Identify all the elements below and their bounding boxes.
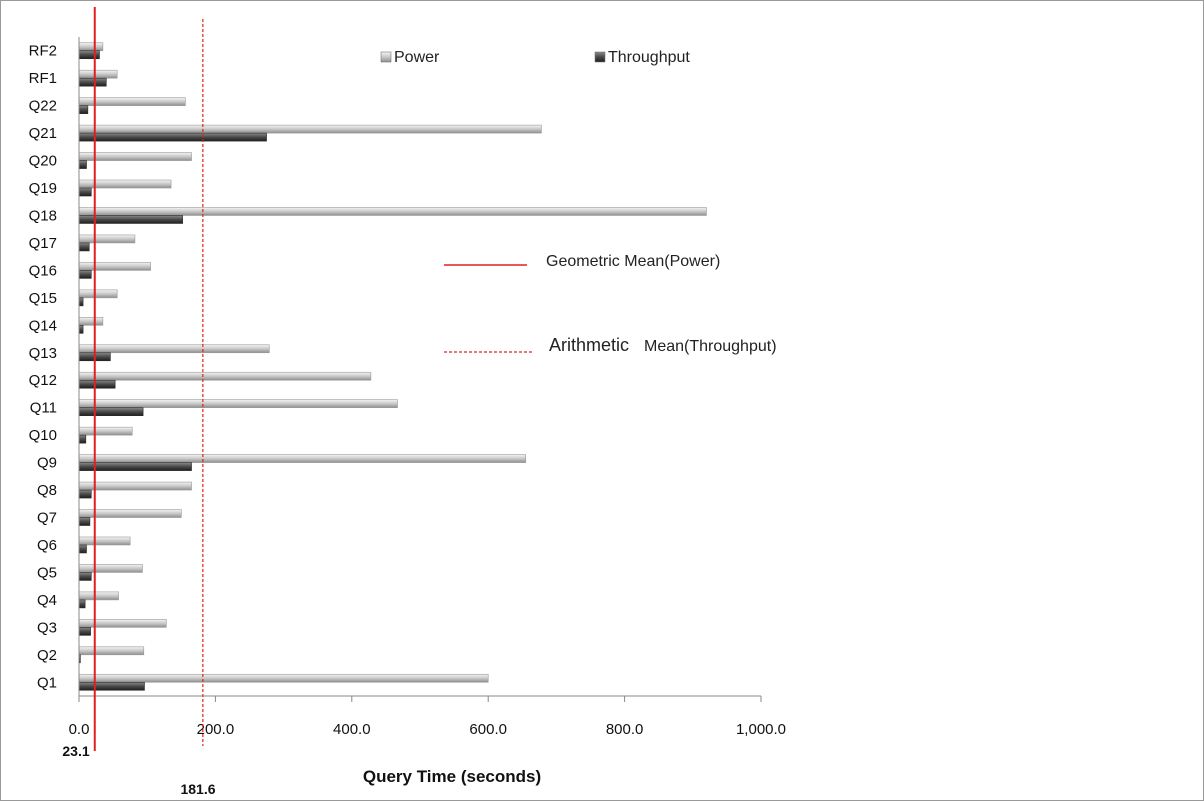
bar-power-q14 [78,317,104,326]
bar-throughput-q8 [78,489,92,499]
bar-throughput-q3 [78,627,91,636]
category-label-q2: Q2 [37,647,57,664]
x-axis: Q1 Q2 Q3 Q4 Q5 Q6 Q7 Q8 Q9 Q10 Q11 Q12 Q13 Q14 Q15 Q16 Q… [29,37,786,786]
category-label-q6: Q6 [37,537,57,554]
bar-power-q1 [78,673,489,683]
bar-power-q21 [78,124,542,134]
bar-throughput-q17 [78,242,90,252]
bar-throughput-q19 [78,187,92,197]
bar-throughput-rf1 [78,77,107,87]
bar-power-q20 [78,152,192,161]
bar-power-q18 [78,207,707,216]
bar-throughput-q22 [78,105,89,114]
bar-throughput-q6 [78,544,87,554]
x-tick-label: 400.0 [333,721,371,738]
category-label-q7: Q7 [37,510,57,527]
category-label-rf2: RF2 [29,43,57,60]
bar-throughput-q10 [78,434,87,444]
category-label-q9: Q9 [37,455,57,472]
bar-throughput-q9 [78,462,192,471]
legend-arithmetic-mean-label: Mean(Throughput) [644,338,777,355]
x-tick-label: 200.0 [197,721,235,738]
x-tick-label: 600.0 [469,721,507,738]
category-label-q19: Q19 [29,180,57,197]
category-label-q10: Q10 [29,427,57,444]
category-label-q8: Q8 [37,482,57,499]
bar-throughput-q16 [78,270,92,279]
geometric-mean-value: 23.1 [62,743,89,759]
bar-power-q12 [78,371,372,381]
bar-power-q8 [78,481,192,491]
bar-power-q6 [78,536,131,546]
category-label-q11: Q11 [30,400,57,417]
legend-swatch-power [380,51,392,63]
bar-power-q19 [78,179,172,189]
x-axis-title: Query Time (seconds) [363,767,541,786]
reference-lines: 23.1 181.6 [62,7,216,797]
x-tick-label: 0.0 [69,721,90,738]
category-label-q18: Q18 [29,207,57,224]
category-label-q21: Q21 [29,125,57,142]
legend-label-throughput: Throughput [608,49,690,66]
category-label-q16: Q16 [29,262,57,279]
legend-label-power: Power [394,49,440,66]
category-label-q22: Q22 [29,98,57,115]
category-label-rf1: RF1 [29,70,57,87]
legend-geometric-mean-label: Geometric Mean(Power) [546,253,720,270]
bar-throughput-q7 [78,517,91,526]
bar-power-q5 [78,564,143,573]
category-label-q1: Q1 [37,674,57,691]
bar-throughput-q21 [78,132,267,142]
category-label-q14: Q14 [29,317,57,334]
bar-power-q2 [78,646,145,656]
bar-power-rf1 [78,69,118,79]
legend: Power Throughput Geometric Mean(Power) Arit… [380,49,777,355]
bar-throughput-q12 [78,379,116,389]
bar-throughput-q15 [78,297,84,307]
category-label-q13: Q13 [29,345,57,362]
bar-throughput-q20 [78,160,87,169]
category-label-q17: Q17 [29,235,57,252]
bar-power-q16 [78,262,151,271]
bar-power-q10 [78,426,133,436]
bar-throughput-q4 [78,599,86,609]
bar-power-q17 [78,234,136,244]
x-tick-label: 1,000.0 [736,721,786,738]
bar-throughput-q5 [78,572,92,581]
bar-power-q11 [78,399,398,408]
arithmetic-mean-value: 181.6 [180,781,215,797]
bar-power-rf2 [78,42,104,52]
bar-power-q13 [78,344,270,354]
bar-power-q9 [78,454,527,463]
legend-arithmetic-word: Arithmetic [549,335,629,355]
category-label-q5: Q5 [37,564,57,581]
legend-swatch-throughput [594,51,606,63]
bar-throughput-rf2 [78,50,100,60]
bar-power-q4 [78,591,119,601]
bar-power-q15 [78,289,118,299]
bar-power-q3 [78,619,167,628]
bar-throughput-q11 [78,407,144,416]
category-label-q20: Q20 [29,153,57,170]
bars-layer [78,42,707,691]
category-label-q4: Q4 [37,592,57,609]
bar-throughput-q1 [78,681,145,691]
bar-throughput-q14 [78,325,84,334]
category-label-q15: Q15 [29,290,57,307]
category-label-q12: Q12 [29,372,57,389]
category-label-q3: Q3 [37,619,57,636]
x-tick-label: 800.0 [606,721,644,738]
